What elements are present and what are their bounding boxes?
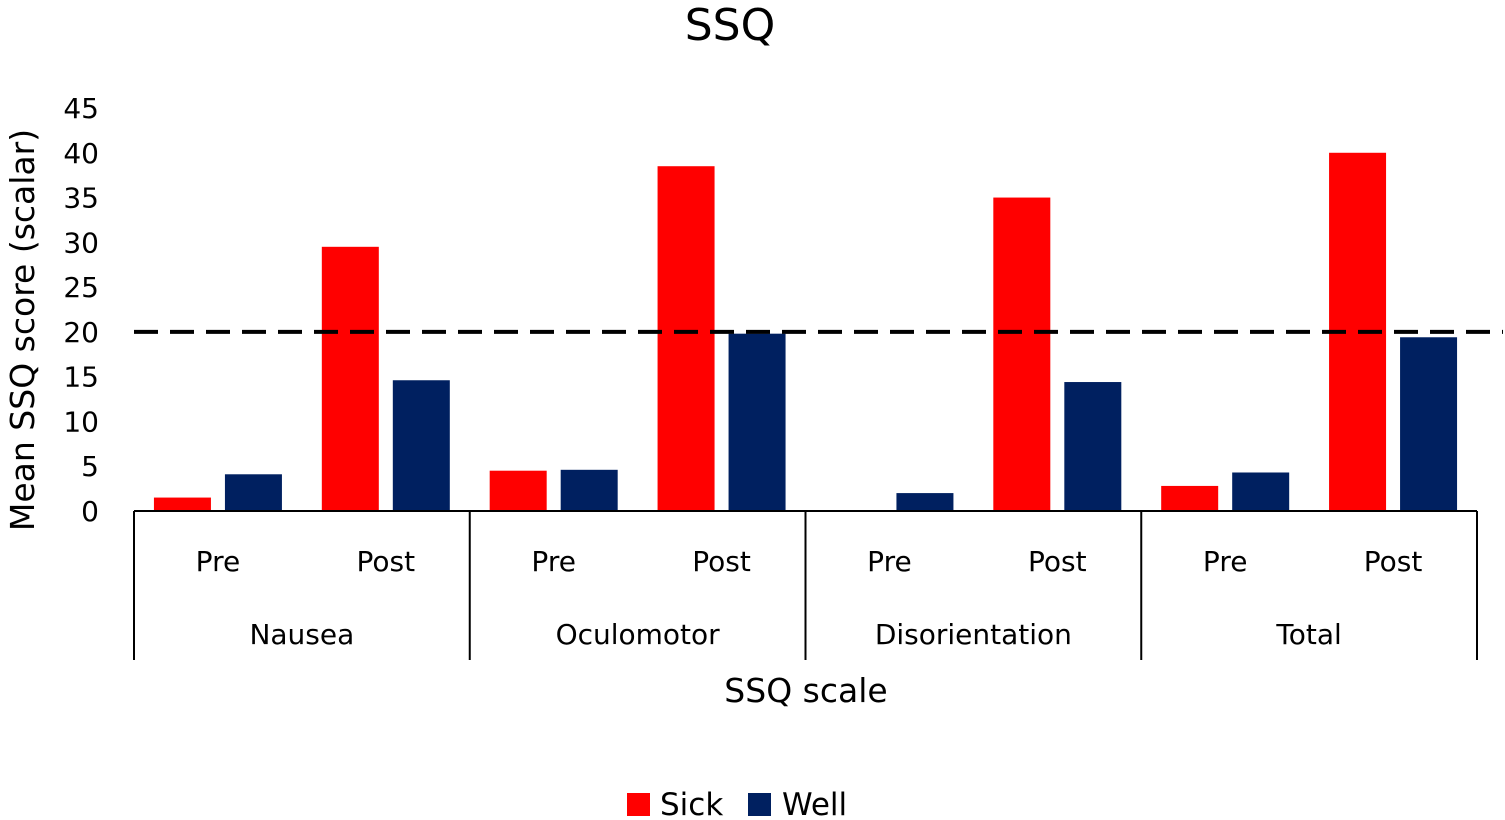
y-axis-ticks: 0 5 10 15 20 25 30 35 40 45 xyxy=(63,92,99,528)
x-category-label: Post xyxy=(692,545,751,578)
y-tick-label: 45 xyxy=(63,92,99,125)
x-category-label: Post xyxy=(1028,545,1087,578)
y-tick-label: 10 xyxy=(63,405,99,438)
bar-well xyxy=(1400,337,1458,511)
bar-sick xyxy=(657,166,715,511)
bar-sick xyxy=(489,470,547,511)
y-tick-label: 15 xyxy=(63,361,99,394)
chart-title: SSQ xyxy=(685,0,776,51)
y-tick-label: 35 xyxy=(63,182,99,215)
bar-sick xyxy=(1161,485,1219,511)
bar-sick xyxy=(321,246,379,512)
y-tick-label: 5 xyxy=(81,450,99,483)
bar-well xyxy=(728,333,786,511)
y-tick-label: 0 xyxy=(81,495,99,528)
legend-label-well: Well xyxy=(782,787,847,820)
x-group-label: Oculomotor xyxy=(556,618,721,651)
x-category-label: Post xyxy=(357,545,416,578)
x-axis-title: SSQ scale xyxy=(724,671,887,710)
x-group-label: Nausea xyxy=(249,618,354,651)
y-tick-label: 40 xyxy=(63,137,99,170)
x-category-label: Pre xyxy=(531,545,576,578)
bar-well xyxy=(1064,382,1122,511)
x-group-label: Total xyxy=(1275,618,1341,651)
x-group-label: Disorientation xyxy=(875,618,1072,651)
x-category-label: Pre xyxy=(196,545,241,578)
x-category-label: Pre xyxy=(1203,545,1248,578)
x-category-label: Post xyxy=(1364,545,1423,578)
y-tick-label: 30 xyxy=(63,226,99,259)
bar-well xyxy=(224,474,282,511)
bar-sick xyxy=(993,197,1051,512)
x-axis: Pre Post Pre Post Pre Post Pre Post Nausea Oculom… xyxy=(133,510,1478,660)
bar-well xyxy=(392,380,450,511)
legend-label-sick: Sick xyxy=(660,787,723,820)
legend-swatch-well xyxy=(748,793,771,816)
bars xyxy=(153,152,1458,512)
y-axis-title: Mean SSQ score (scalar) xyxy=(3,129,42,531)
legend-swatch-sick xyxy=(627,793,650,816)
bar-well xyxy=(560,469,618,511)
x-category-label: Pre xyxy=(867,545,912,578)
bar-well xyxy=(1232,472,1290,511)
bar-sick xyxy=(153,497,211,511)
bar-well xyxy=(896,493,954,511)
legend: Sick Well xyxy=(627,787,847,820)
y-tick-label: 25 xyxy=(63,271,99,304)
y-tick-label: 20 xyxy=(63,316,99,349)
